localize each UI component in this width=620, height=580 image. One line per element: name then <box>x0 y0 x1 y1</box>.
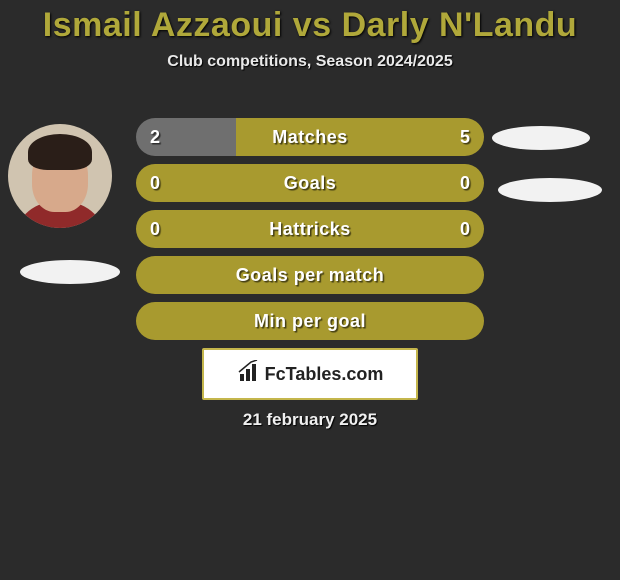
stat-bar-left-seg <box>136 256 310 294</box>
stat-bar-right-seg <box>310 210 484 248</box>
stat-bar-bg <box>136 256 484 294</box>
stat-bar-bg <box>136 118 484 156</box>
brand-prefix: Fc <box>265 364 286 384</box>
brand-badge: FcTables.com <box>202 348 418 400</box>
player1-club-oval <box>20 260 120 284</box>
stat-bar-right-seg <box>236 118 484 156</box>
date-text: 21 february 2025 <box>0 410 620 430</box>
stat-bar-bg <box>136 164 484 202</box>
vs-text: vs <box>293 6 332 44</box>
stat-bar-bg <box>136 302 484 340</box>
stat-bar-left-seg <box>136 118 236 156</box>
brand-text: FcTables.com <box>265 364 384 385</box>
player2-name: Darly N'Landu <box>342 6 578 44</box>
subtitle: Club competitions, Season 2024/2025 <box>0 53 620 71</box>
stat-bar-right-seg <box>310 302 484 340</box>
player1-avatar <box>8 124 112 228</box>
stat-row: Goals per match <box>136 256 484 294</box>
player2-club-oval <box>498 178 602 202</box>
stat-bar-left-seg <box>136 210 310 248</box>
stat-bar-left-seg <box>136 164 310 202</box>
stat-row: Matches25 <box>136 118 484 156</box>
comparison-card: Ismail Azzaoui vs Darly N'Landu Club com… <box>0 0 620 580</box>
player1-name: Ismail Azzaoui <box>43 6 283 44</box>
stat-row: Hattricks00 <box>136 210 484 248</box>
page-title: Ismail Azzaoui vs Darly N'Landu <box>0 0 620 45</box>
stat-row: Min per goal <box>136 302 484 340</box>
brand-rest: Tables.com <box>286 364 384 384</box>
stat-bar-right-seg <box>310 164 484 202</box>
stat-bars: Matches25 Goals00 Hattricks00 Goals per mat… <box>136 118 484 348</box>
stat-bar-bg <box>136 210 484 248</box>
stat-row: Goals00 <box>136 164 484 202</box>
stat-bar-left-seg <box>136 302 310 340</box>
bar-chart-icon <box>237 360 261 389</box>
player2-avatar-oval <box>492 126 590 150</box>
stat-bar-right-seg <box>310 256 484 294</box>
